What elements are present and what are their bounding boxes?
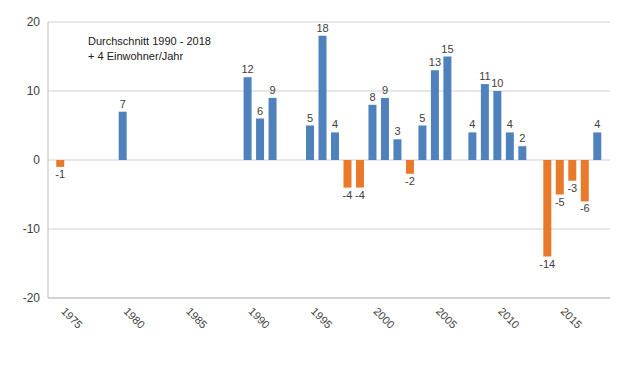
svg-text:2015: 2015 xyxy=(559,305,585,331)
svg-text:18: 18 xyxy=(316,22,328,34)
svg-text:7: 7 xyxy=(120,98,126,110)
svg-text:-2: -2 xyxy=(405,175,415,187)
svg-text:4: 4 xyxy=(469,118,475,130)
svg-text:11: 11 xyxy=(479,70,490,82)
svg-text:-4: -4 xyxy=(355,189,365,201)
svg-text:1995: 1995 xyxy=(309,305,335,331)
svg-text:9: 9 xyxy=(382,84,388,96)
svg-text:13: 13 xyxy=(429,56,441,68)
html-text:+ 4 Einwohner/Jahr: + 4 Einwohner/Jahr xyxy=(88,50,184,62)
svg-text:-20: -20 xyxy=(23,291,41,305)
svg-text:9: 9 xyxy=(269,84,275,96)
svg-text:0: 0 xyxy=(33,153,40,167)
svg-text:1990: 1990 xyxy=(246,305,272,331)
svg-text:-4: -4 xyxy=(343,189,353,201)
svg-text:15: 15 xyxy=(441,43,453,55)
svg-text:2000: 2000 xyxy=(371,305,397,331)
svg-text:-3: -3 xyxy=(567,182,577,194)
svg-text:20: 20 xyxy=(27,15,41,29)
svg-text:4: 4 xyxy=(507,118,513,130)
html-text:Durchschnitt 1990 - 2018: Durchschnitt 1990 - 2018 xyxy=(88,35,211,47)
svg-text:10: 10 xyxy=(27,84,41,98)
svg-text:5: 5 xyxy=(307,112,313,124)
svg-text:3: 3 xyxy=(394,125,400,137)
svg-text:10: 10 xyxy=(491,77,503,89)
svg-text:8: 8 xyxy=(369,91,375,103)
svg-text:6: 6 xyxy=(257,105,263,117)
svg-text:5: 5 xyxy=(419,112,425,124)
svg-text:-14: -14 xyxy=(539,258,555,270)
svg-text:2010: 2010 xyxy=(496,305,522,331)
svg-text:-1: -1 xyxy=(55,168,65,180)
svg-text:12: 12 xyxy=(241,63,253,75)
svg-text:-5: -5 xyxy=(555,196,565,208)
svg-text:-6: -6 xyxy=(580,202,590,214)
svg-text:1980: 1980 xyxy=(122,305,148,331)
svg-text:4: 4 xyxy=(594,118,600,130)
svg-text:4: 4 xyxy=(332,118,338,130)
svg-text:1975: 1975 xyxy=(59,305,85,331)
svg-text:2: 2 xyxy=(519,132,525,144)
svg-text:-10: -10 xyxy=(23,222,41,236)
svg-text:2005: 2005 xyxy=(434,305,460,331)
svg-text:1985: 1985 xyxy=(184,305,210,331)
